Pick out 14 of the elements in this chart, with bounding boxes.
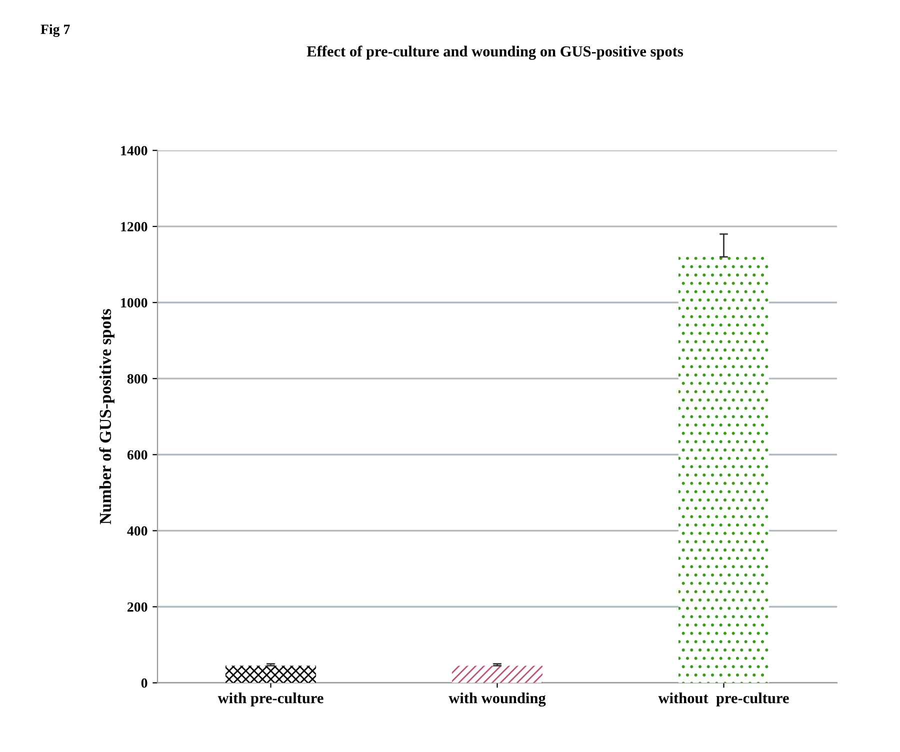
y-tick-label: 600: [127, 450, 148, 460]
chart-title: Effect of pre-culture and wounding on GUS-positive spots: [306, 46, 684, 60]
y-tick-label: 400: [127, 526, 148, 536]
y-tick-label: 1000: [121, 298, 148, 308]
y-tick-label: 800: [127, 374, 148, 384]
y-tick-label: 1400: [121, 146, 148, 156]
y-tick-label: 0: [141, 678, 148, 688]
x-tick-label: with wounding: [448, 692, 546, 707]
caption: Fig 7: [40, 24, 70, 37]
y-tick-label: 1200: [121, 222, 148, 232]
x-tick-label: with pre-culture: [218, 692, 324, 706]
y-tick-label: 200: [128, 602, 148, 612]
x-tick-label: without pre-culture: [658, 692, 789, 706]
y-axis-title: Number of GUS-positive spots: [99, 309, 114, 524]
